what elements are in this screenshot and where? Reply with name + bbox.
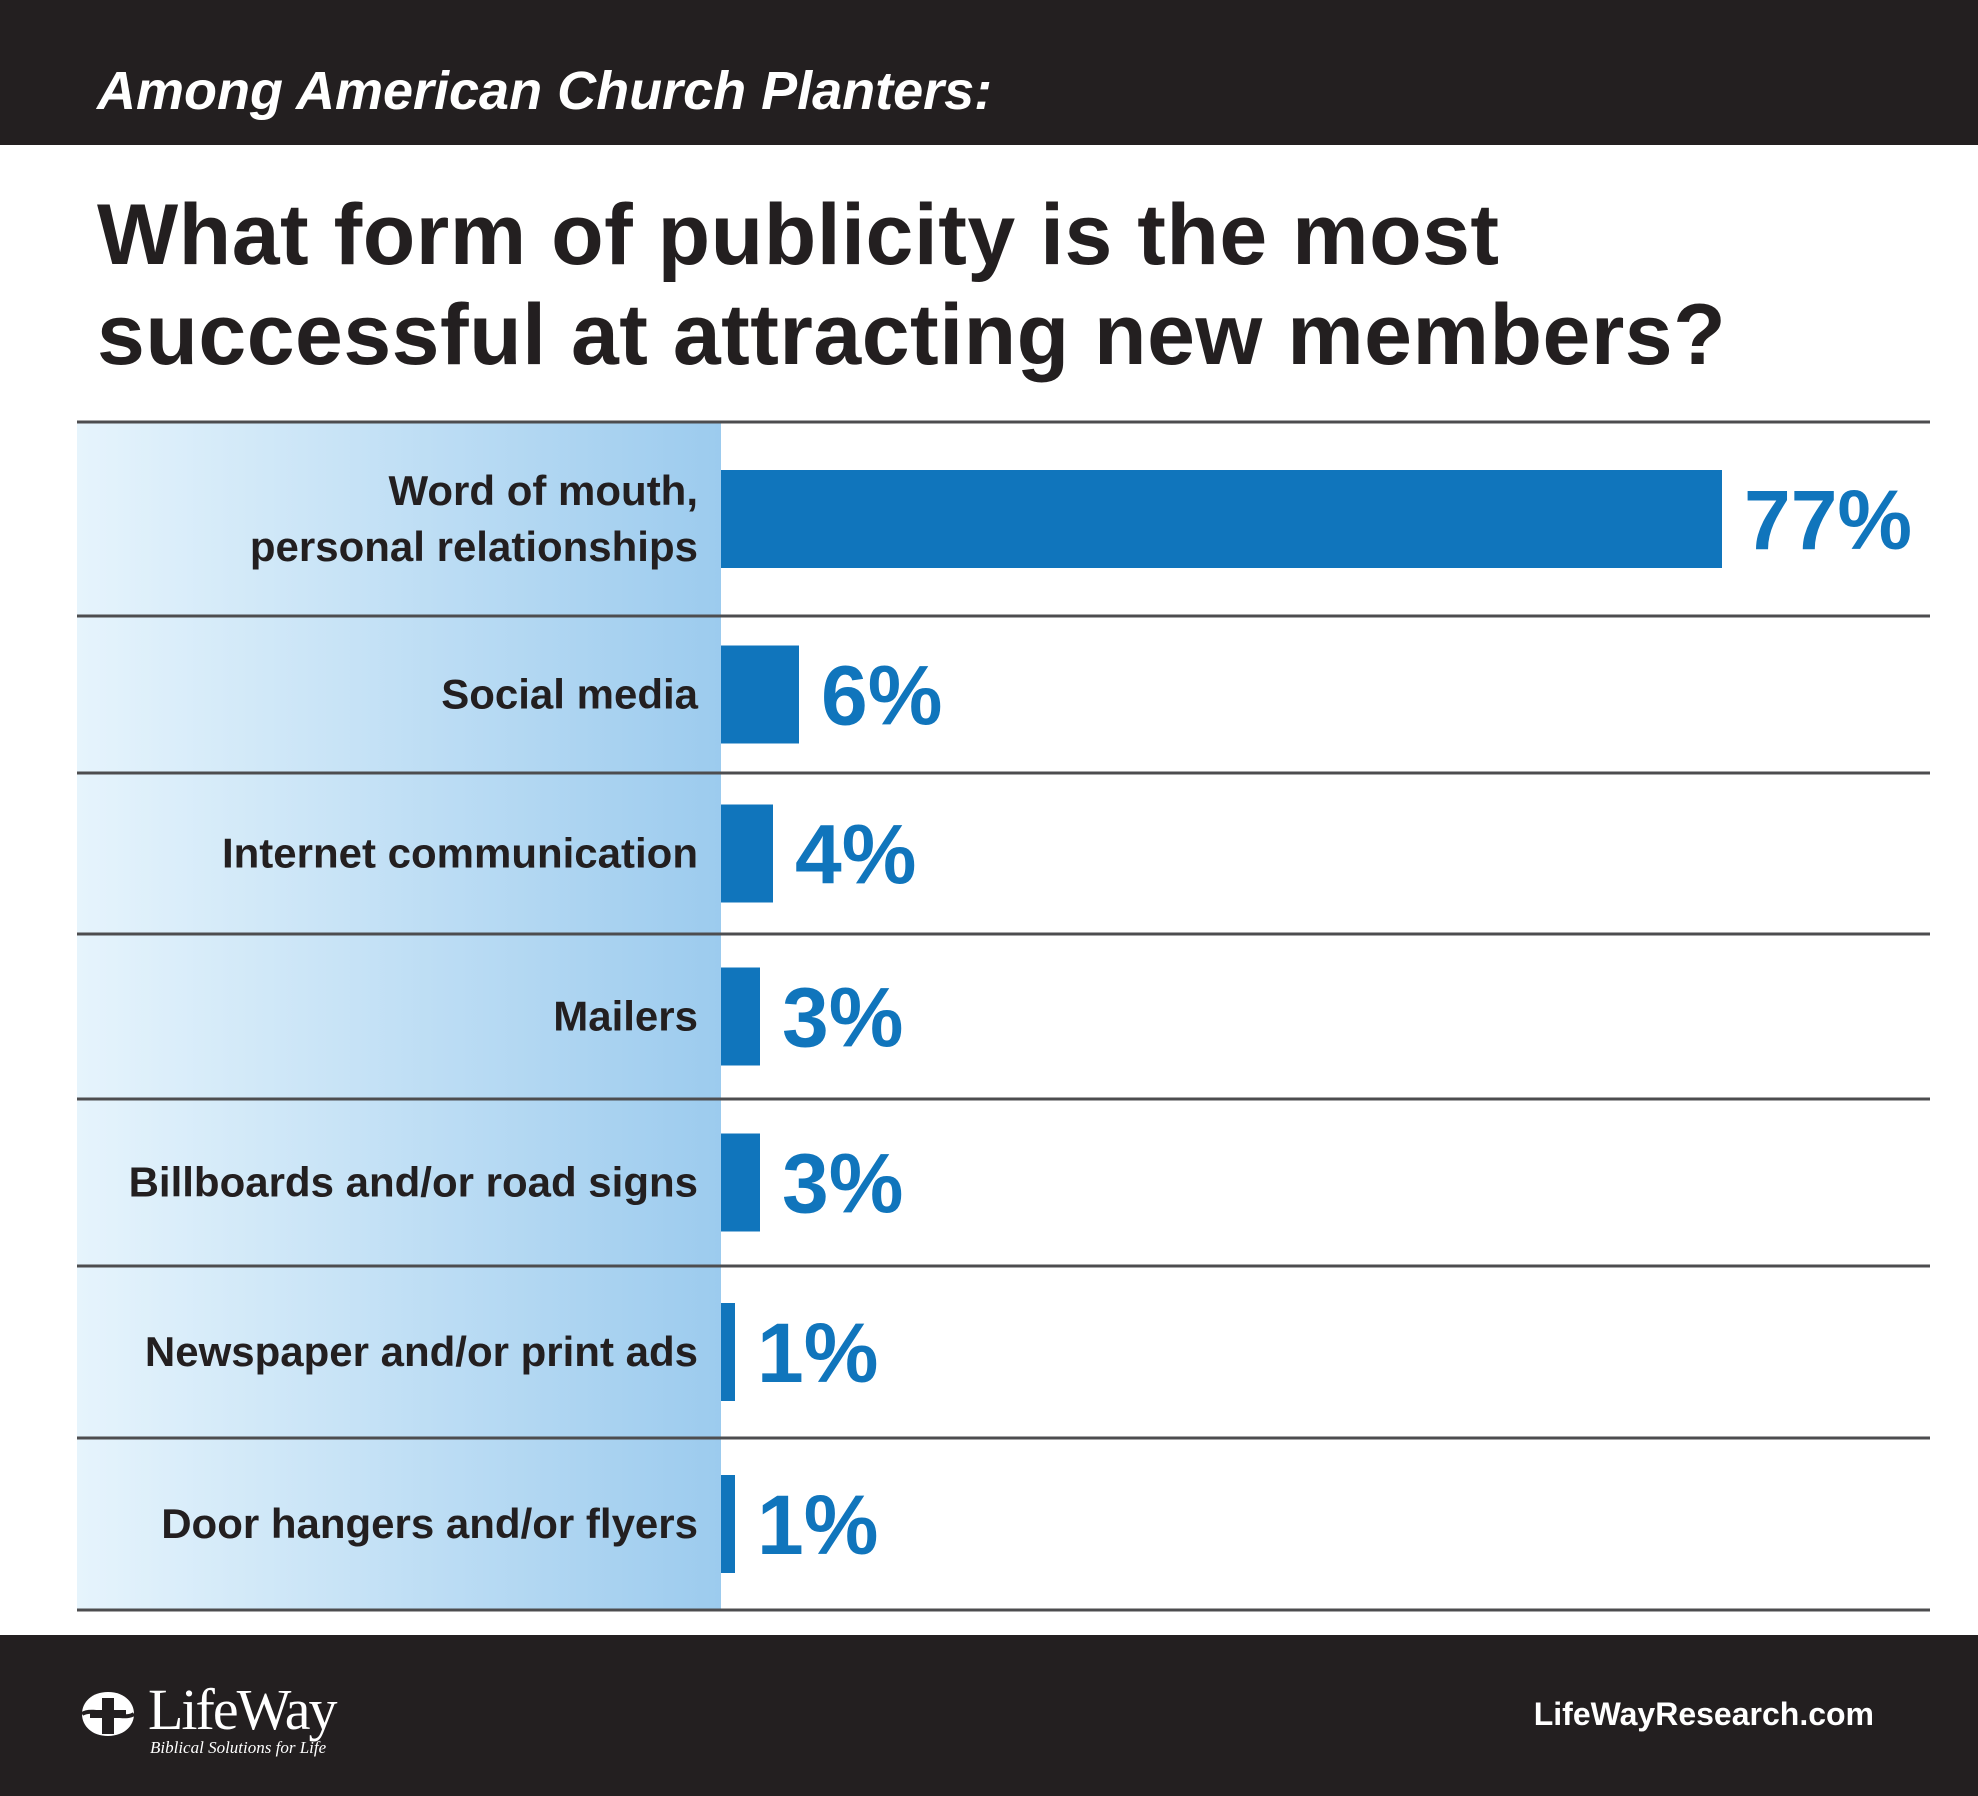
category-label-line: Mailers: [553, 993, 698, 1040]
chart-title-line-1: What form of publicity is the most: [97, 187, 1500, 283]
lifeway-logo: LifeWay Biblical Solutions for Life: [78, 1680, 378, 1760]
lifeway-logo-icon: [80, 1692, 136, 1736]
value-label: 6%: [821, 649, 942, 743]
category-label-line: personal relationships: [250, 523, 698, 570]
category-label: Mailers: [553, 993, 698, 1040]
bar: [721, 645, 799, 744]
value-label: 77%: [1744, 473, 1912, 567]
top-banner: Among American Church Planters:: [0, 0, 1978, 145]
category-label: Newspaper and/or print ads: [145, 1328, 698, 1375]
value-label: 1%: [757, 1306, 878, 1400]
category-label: Door hangers and/or flyers: [161, 1500, 698, 1547]
value-label: 4%: [795, 808, 916, 902]
value-label: 3%: [782, 971, 903, 1065]
bar: [721, 1475, 735, 1573]
value-label: 3%: [782, 1137, 903, 1231]
bar: [721, 1303, 735, 1401]
category-label-line: Social media: [441, 671, 698, 718]
label-panel: [77, 422, 721, 1610]
chart-title: What form of publicity is the most succe…: [97, 185, 1897, 385]
category-label-line: Door hangers and/or flyers: [161, 1500, 698, 1547]
category-label: Internet communication: [222, 830, 698, 877]
bar: [721, 470, 1722, 568]
chart-rows: Word of mouth, personal relationships 77% S…: [77, 420, 1930, 1612]
value-label: 1%: [757, 1478, 878, 1572]
chart-subtitle: Among American Church Planters:: [97, 61, 993, 121]
bar: [721, 1133, 760, 1232]
category-label: Billboards and/or road signs: [129, 1159, 698, 1206]
bar: [721, 967, 760, 1066]
logo-wordmark: LifeWay: [148, 1677, 337, 1742]
category-label: Social media: [441, 671, 698, 718]
category-label-line: Word of mouth,: [389, 467, 698, 514]
bar: [721, 804, 773, 903]
category-label-line: Internet communication: [222, 830, 698, 877]
bottom-banner: [0, 1635, 1978, 1796]
logo-tagline: Biblical Solutions for Life: [150, 1738, 327, 1757]
category-label-line: Newspaper and/or print ads: [145, 1328, 698, 1375]
category-label: Word of mouth, personal relationships: [250, 467, 698, 570]
category-label-line: Billboards and/or road signs: [129, 1159, 698, 1206]
site-url[interactable]: LifeWayResearch.com: [1533, 1696, 1874, 1732]
chart-title-line-2: successful at attracting new members?: [97, 287, 1727, 383]
